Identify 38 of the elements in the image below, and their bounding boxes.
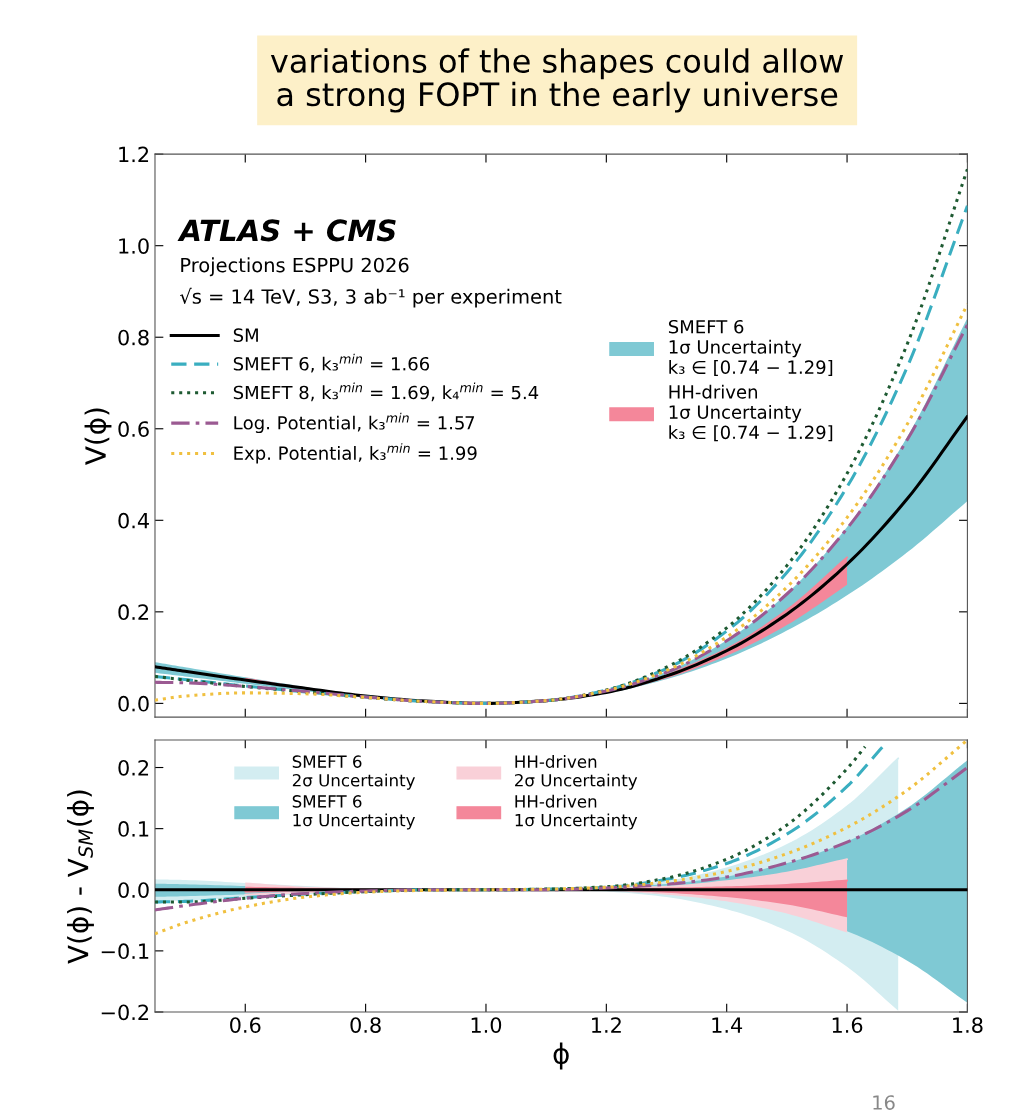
y-axis-title: V(ϕ) - V$_{SM}$(ϕ) — [67, 790, 94, 964]
x-tick-label: 1.6 — [832, 1017, 863, 1033]
legend-label: HH-driven 1σ Uncertainty k₃ ∈ [0.74 − 1.29] — [669, 384, 833, 442]
y-tick-label: 0.8 — [118, 329, 149, 346]
annotation: Projections ESPPU 2026 — [181, 257, 409, 277]
x-tick-label: 1.0 — [471, 1017, 502, 1033]
legend-label: HH-driven 1σ Uncertainty — [515, 794, 638, 830]
x-axis-title: ϕ — [553, 1042, 569, 1070]
chart-title: variations of the shapes could allow a strong FOPT in the early universe — [270, 48, 844, 113]
legend-label: HH-driven 2σ Uncertainty — [515, 755, 638, 790]
legend-label: SMEFT 6, k₃$^{min}$ = 1.66 — [233, 353, 430, 373]
y-tick-label: 1.2 — [119, 146, 149, 163]
legend-label: SMEFT 6 1σ Uncertainty k₃ ∈ [0.74 − 1.29] — [668, 319, 833, 377]
y-tick-label: 0.0 — [118, 882, 149, 898]
legend-label: SMEFT 6 1σ Uncertainty — [292, 795, 415, 830]
x-tick-label: 0.6 — [230, 1017, 261, 1033]
text: 16 — [873, 1095, 895, 1110]
y-axis-title: V(ϕ) — [84, 408, 112, 465]
y-tick-label: −0.2 — [101, 1004, 149, 1021]
x-tick-label: 1.8 — [953, 1017, 983, 1033]
y-tick-label: −0.1 — [101, 943, 149, 960]
legend-label: Exp. Potential, k₃$^{min}$ = 1.99 — [234, 443, 477, 464]
legend-label: SM — [233, 328, 258, 342]
y-tick-label: 0.1 — [118, 821, 149, 837]
y-tick-label: 0.4 — [118, 512, 149, 529]
y-tick-label: 0.0 — [118, 695, 149, 712]
x-tick-label: 0.8 — [350, 1017, 381, 1033]
y-tick-label: 1.0 — [119, 238, 149, 254]
annotation: √s = 14 TeV, S3, 3 ab⁻¹ per experiment — [179, 287, 562, 308]
legend-label: SMEFT 8, k₃$^{min}$ = 1.69, k₄$^{min}$ = 5.4 — [233, 382, 539, 402]
y-tick-label: 0.6 — [118, 421, 149, 437]
x-tick-label: 1.4 — [712, 1017, 743, 1033]
y-tick-label: 0.2 — [118, 759, 149, 776]
legend-label: SMEFT 6 2σ Uncertainty — [292, 755, 415, 790]
legend-label: Log. Potential, k₃$^{min}$ = 1.57 — [234, 412, 475, 434]
y-tick-label: 0.2 — [118, 604, 149, 621]
x-tick-label: 1.2 — [592, 1017, 621, 1033]
annotation: ATLAS + CMS — [177, 219, 396, 242]
